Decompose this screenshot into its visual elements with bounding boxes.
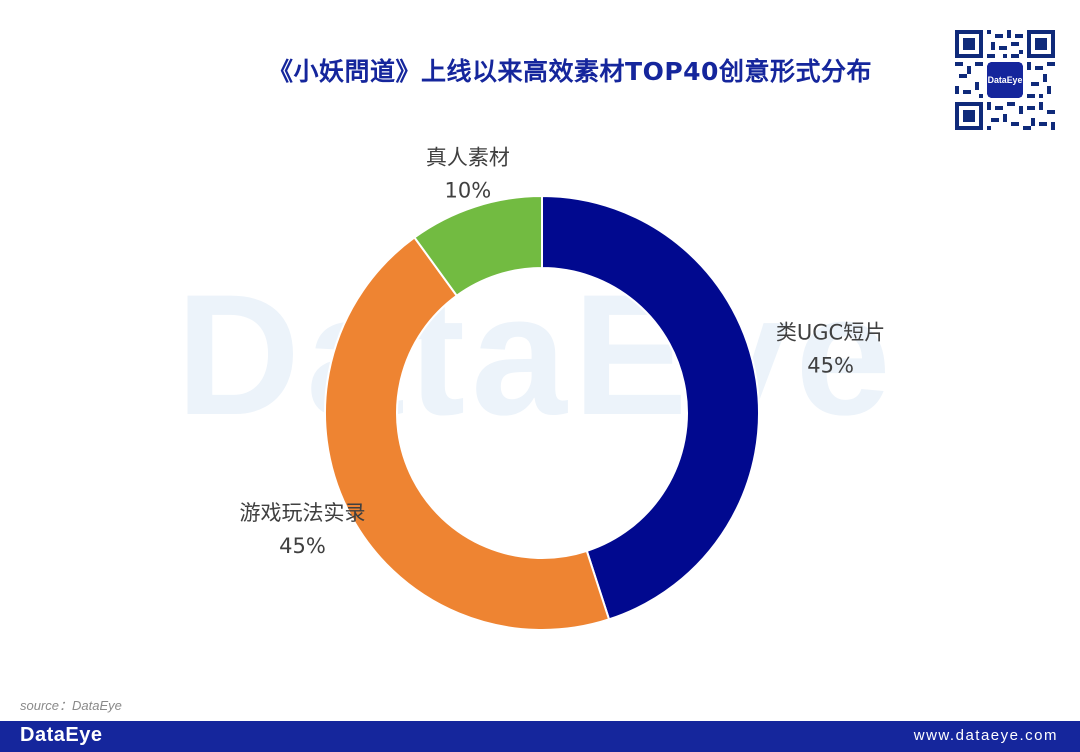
slice-gameplay	[324, 236, 611, 631]
donut-slices	[324, 194, 760, 631]
slice-label-live-action: 真人素材	[426, 146, 510, 170]
slice-live-action	[413, 194, 543, 298]
qr-code: DataEye	[955, 30, 1055, 130]
footer-bar: DataEye www.dataeye.com	[0, 721, 1080, 752]
watermark-logo: DataEye	[176, 259, 897, 451]
qr-logo-text: DataEye	[988, 75, 1023, 85]
slice-label-ugc: 类UGC短片	[776, 321, 885, 345]
donut-labels: 类UGC短片 45% 游戏玩法实录 45% 真人素材 10%	[240, 146, 886, 558]
chart-title: 《小妖問道》上线以来高效素材TOP40创意形式分布	[268, 57, 872, 86]
slice-value-live-action: 10%	[444, 179, 491, 203]
footer-brand-logo: DataEye	[20, 724, 103, 746]
source-note: source：DataEye	[20, 698, 122, 713]
slice-value-ugc: 45%	[807, 354, 854, 378]
slice-label-gameplay: 游戏玩法实录	[240, 501, 366, 525]
slice-ugc	[541, 194, 760, 621]
footer-website-link[interactable]: www.dataeye.com	[913, 727, 1058, 744]
slice-value-gameplay: 45%	[279, 534, 326, 558]
